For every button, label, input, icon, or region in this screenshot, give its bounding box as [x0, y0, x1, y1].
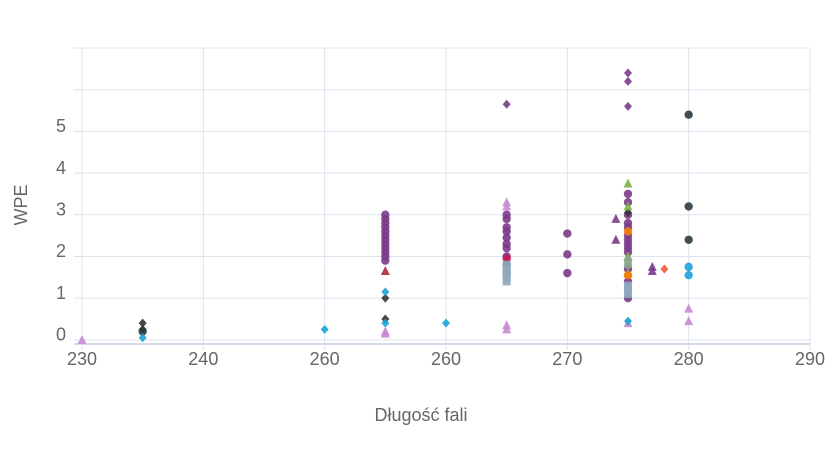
point [380, 266, 390, 276]
point [623, 201, 633, 211]
point [502, 273, 511, 282]
x-tick-label: 260 [310, 349, 340, 369]
point [381, 293, 390, 303]
point [502, 210, 511, 219]
y-tick-label: 2 [56, 241, 66, 261]
point [624, 76, 632, 86]
point [623, 227, 633, 236]
y-axis-title: WPE [11, 184, 31, 225]
x-tick-label: 280 [674, 349, 704, 369]
point [77, 334, 87, 344]
point [684, 316, 694, 326]
point [611, 213, 621, 223]
x-tick-label: 230 [67, 349, 97, 369]
point [624, 68, 632, 78]
point [684, 271, 693, 280]
point [138, 327, 147, 336]
point [442, 318, 450, 328]
point [623, 218, 633, 228]
point [563, 250, 572, 259]
point [611, 234, 621, 244]
point [502, 260, 511, 269]
x-tick-label: 260 [431, 349, 461, 369]
point [624, 316, 632, 326]
point [623, 178, 633, 188]
point [502, 201, 512, 211]
point [684, 202, 693, 211]
point [684, 303, 694, 313]
point [684, 110, 693, 119]
point [502, 239, 511, 249]
point [502, 269, 511, 278]
point [502, 254, 511, 263]
point [138, 318, 147, 328]
y-tick-label: 4 [56, 158, 66, 178]
point [624, 285, 632, 294]
point [381, 318, 390, 328]
y-tick-label: 5 [56, 116, 66, 136]
point [502, 233, 511, 242]
point [624, 281, 632, 290]
x-axis-title: Długość fali [374, 405, 467, 425]
point [563, 229, 572, 238]
point [647, 266, 657, 276]
point [502, 223, 511, 232]
x-tick-label: 290 [795, 349, 825, 369]
point [381, 287, 390, 297]
point [380, 328, 390, 338]
point [502, 277, 511, 286]
point [502, 264, 511, 273]
point [502, 99, 511, 109]
point [381, 210, 390, 219]
point [623, 256, 633, 265]
point [138, 333, 147, 343]
y-tick-label: 3 [56, 200, 66, 220]
point [624, 208, 632, 218]
y-tick-label: 0 [56, 325, 66, 345]
x-tick-label: 270 [552, 349, 582, 369]
point [660, 264, 669, 274]
point [320, 324, 329, 334]
point [684, 262, 693, 272]
point [624, 289, 632, 298]
y-tick-label: 1 [56, 283, 66, 303]
point [623, 271, 633, 280]
point [684, 235, 693, 244]
point [624, 101, 632, 111]
point [623, 189, 633, 199]
x-tick-label: 240 [188, 349, 218, 369]
point [502, 324, 512, 334]
point [563, 268, 572, 278]
